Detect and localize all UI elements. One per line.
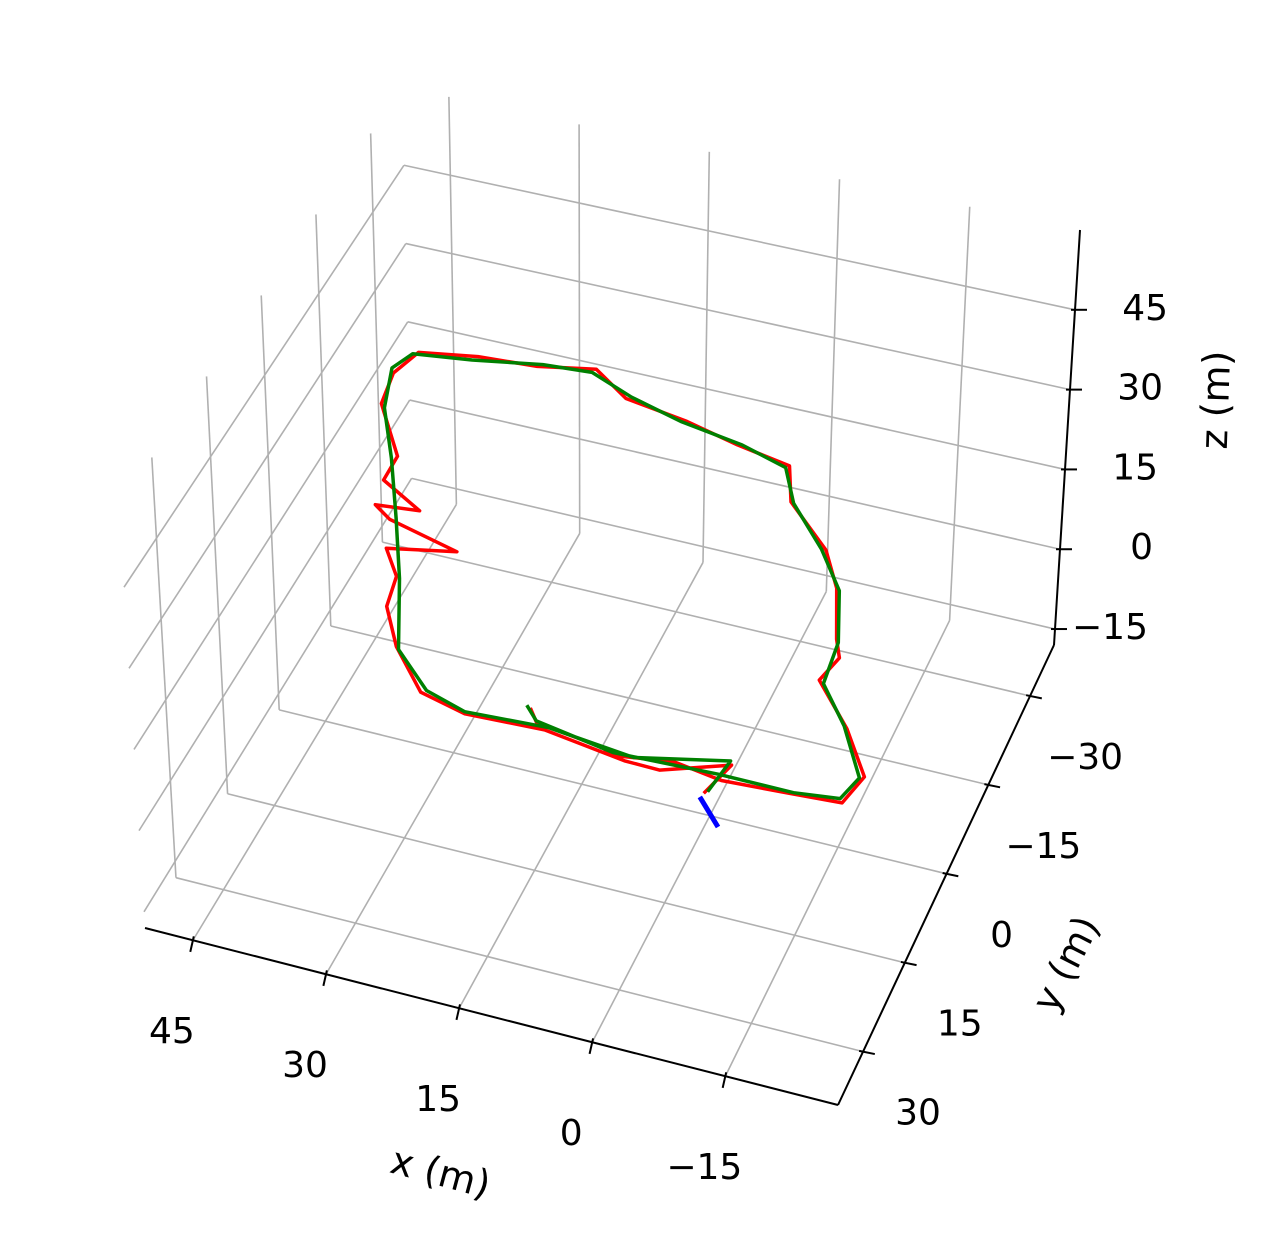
- grid-line: [369, 133, 384, 543]
- grid-line: [227, 792, 905, 964]
- grid-line: [403, 164, 1076, 311]
- tick-mark: [900, 960, 917, 967]
- tick-label: 30: [895, 1093, 941, 1134]
- tick-label: 30: [282, 1045, 328, 1086]
- x-axis-line: [144, 927, 839, 1106]
- grid: [123, 96, 1076, 1077]
- grid-line: [825, 179, 841, 592]
- tick-label: −30: [1047, 737, 1123, 778]
- grid-line: [192, 504, 458, 941]
- grid-line: [330, 625, 989, 786]
- grid-line: [133, 321, 409, 750]
- tick-mark: [942, 872, 959, 878]
- z-axis-line: [1053, 229, 1081, 646]
- grid-line: [128, 243, 407, 669]
- tick-label: 15: [1112, 447, 1158, 488]
- z-axis-label: z (m): [1192, 350, 1239, 450]
- grid-line: [458, 562, 704, 1009]
- tick-label: 15: [937, 1004, 983, 1045]
- tick-label: 0: [560, 1113, 583, 1154]
- grid-line: [151, 457, 177, 878]
- tick-mark: [984, 783, 1001, 789]
- tick-mark: [858, 1049, 876, 1056]
- grid-line: [205, 376, 229, 794]
- tick-label: −15: [1072, 607, 1148, 648]
- tick-mark: [588, 1038, 595, 1055]
- tick-label: 0: [1130, 527, 1153, 568]
- grid-line: [382, 541, 1031, 697]
- trajectory-line: [373, 350, 867, 805]
- tick-label: 30: [1117, 368, 1163, 409]
- tick-label: 0: [990, 915, 1013, 956]
- tick-mark: [1025, 694, 1043, 700]
- grid-line: [260, 295, 280, 710]
- y-axis-line: [837, 644, 1055, 1106]
- tick-label: 45: [1122, 288, 1168, 329]
- grid-line: [409, 399, 1061, 551]
- grid-line: [143, 477, 413, 913]
- grid-line: [278, 709, 947, 875]
- tick-label: 45: [149, 1011, 195, 1052]
- grid-line: [138, 399, 411, 832]
- tick-label: −15: [1005, 826, 1081, 867]
- grid-line: [405, 242, 1071, 391]
- tick-label: 15: [415, 1079, 461, 1120]
- grid-line: [448, 96, 458, 505]
- tick-mark: [322, 970, 328, 987]
- grid-line: [123, 164, 405, 588]
- trajectories: [373, 350, 867, 829]
- grid-line: [315, 214, 332, 627]
- grid-line: [948, 206, 971, 621]
- grid-line: [411, 477, 1056, 630]
- grid-line: [578, 124, 581, 534]
- tick-mark: [721, 1072, 728, 1089]
- grid-line: [175, 876, 864, 1053]
- trajectory-line: [697, 795, 721, 829]
- grid-line: [702, 151, 711, 563]
- grid-line: [325, 533, 581, 975]
- grid-line: [724, 620, 951, 1077]
- tick-label: −15: [666, 1147, 742, 1188]
- axes: −15 0 15 30 45 −30 −15 0 15 30 −15 0 15 30 45: [144, 229, 1168, 1188]
- tick-mark: [189, 936, 195, 953]
- grid-line: [407, 321, 1066, 471]
- trajectory-line: [382, 351, 862, 801]
- tick-mark: [455, 1004, 461, 1021]
